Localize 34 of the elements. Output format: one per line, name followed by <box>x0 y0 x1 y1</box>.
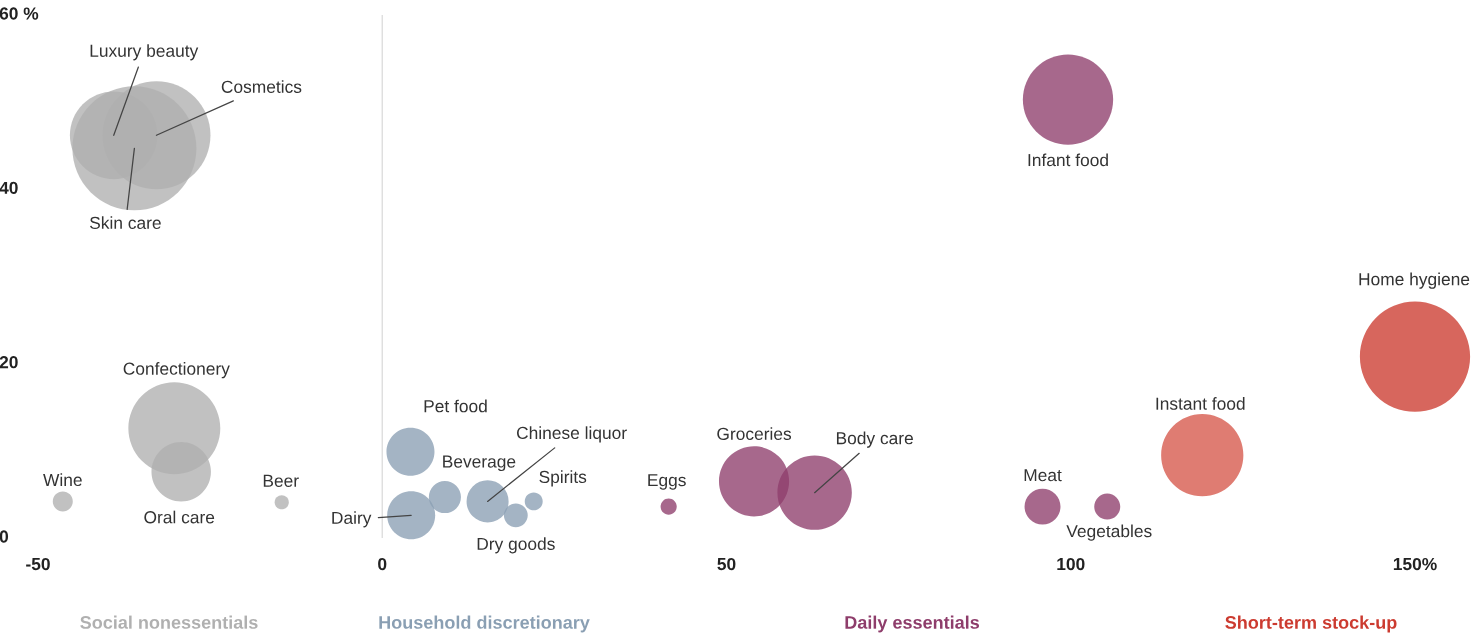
text: Daily essentials <box>845 615 980 633</box>
annotation: Body care <box>836 431 913 448</box>
annotation: Beverage <box>443 455 516 472</box>
y-tick-label: 40 <box>0 181 18 194</box>
text: Short-term stock-up <box>1225 615 1397 633</box>
x-tick-label: -50 <box>26 557 50 571</box>
annotation: Oral care <box>144 510 215 524</box>
x-tick-label: 100 <box>1057 557 1085 571</box>
annotation: Spirits <box>539 470 587 487</box>
text: Household discretionary <box>379 615 590 633</box>
annotation: Luxury beauty <box>90 44 199 61</box>
annotation: Infant food <box>1028 153 1108 167</box>
x-tick-label: 0 <box>378 557 387 571</box>
annotation: Skin care <box>90 216 161 230</box>
annotation: Wine <box>43 473 82 487</box>
y-tick-label: 0 <box>0 530 9 543</box>
annotation: Dairy <box>332 511 372 528</box>
annotation: Eggs <box>648 474 686 490</box>
annotation: Meat <box>1024 469 1062 482</box>
annotation: Confectionery <box>123 362 230 379</box>
annotation: Cosmetics <box>221 80 302 93</box>
x-tick-label: 50 <box>717 557 736 571</box>
text: Social nonessentials <box>80 615 258 629</box>
y-tick-label: 60 % <box>0 7 39 20</box>
annotation: Beer <box>263 474 299 487</box>
x-tick-label: 150% <box>1393 557 1437 571</box>
annotation: Home hygiene <box>1359 272 1470 289</box>
annotation: Instant food <box>1156 397 1245 410</box>
annotation: Pet food <box>424 399 487 413</box>
annotation: Dry goods <box>477 537 555 554</box>
annotation: Chinese liquor <box>516 426 627 443</box>
annotation: Vegetables <box>1066 524 1152 541</box>
annotation: Groceries <box>717 427 792 440</box>
y-tick-label: 20 <box>0 356 18 369</box>
